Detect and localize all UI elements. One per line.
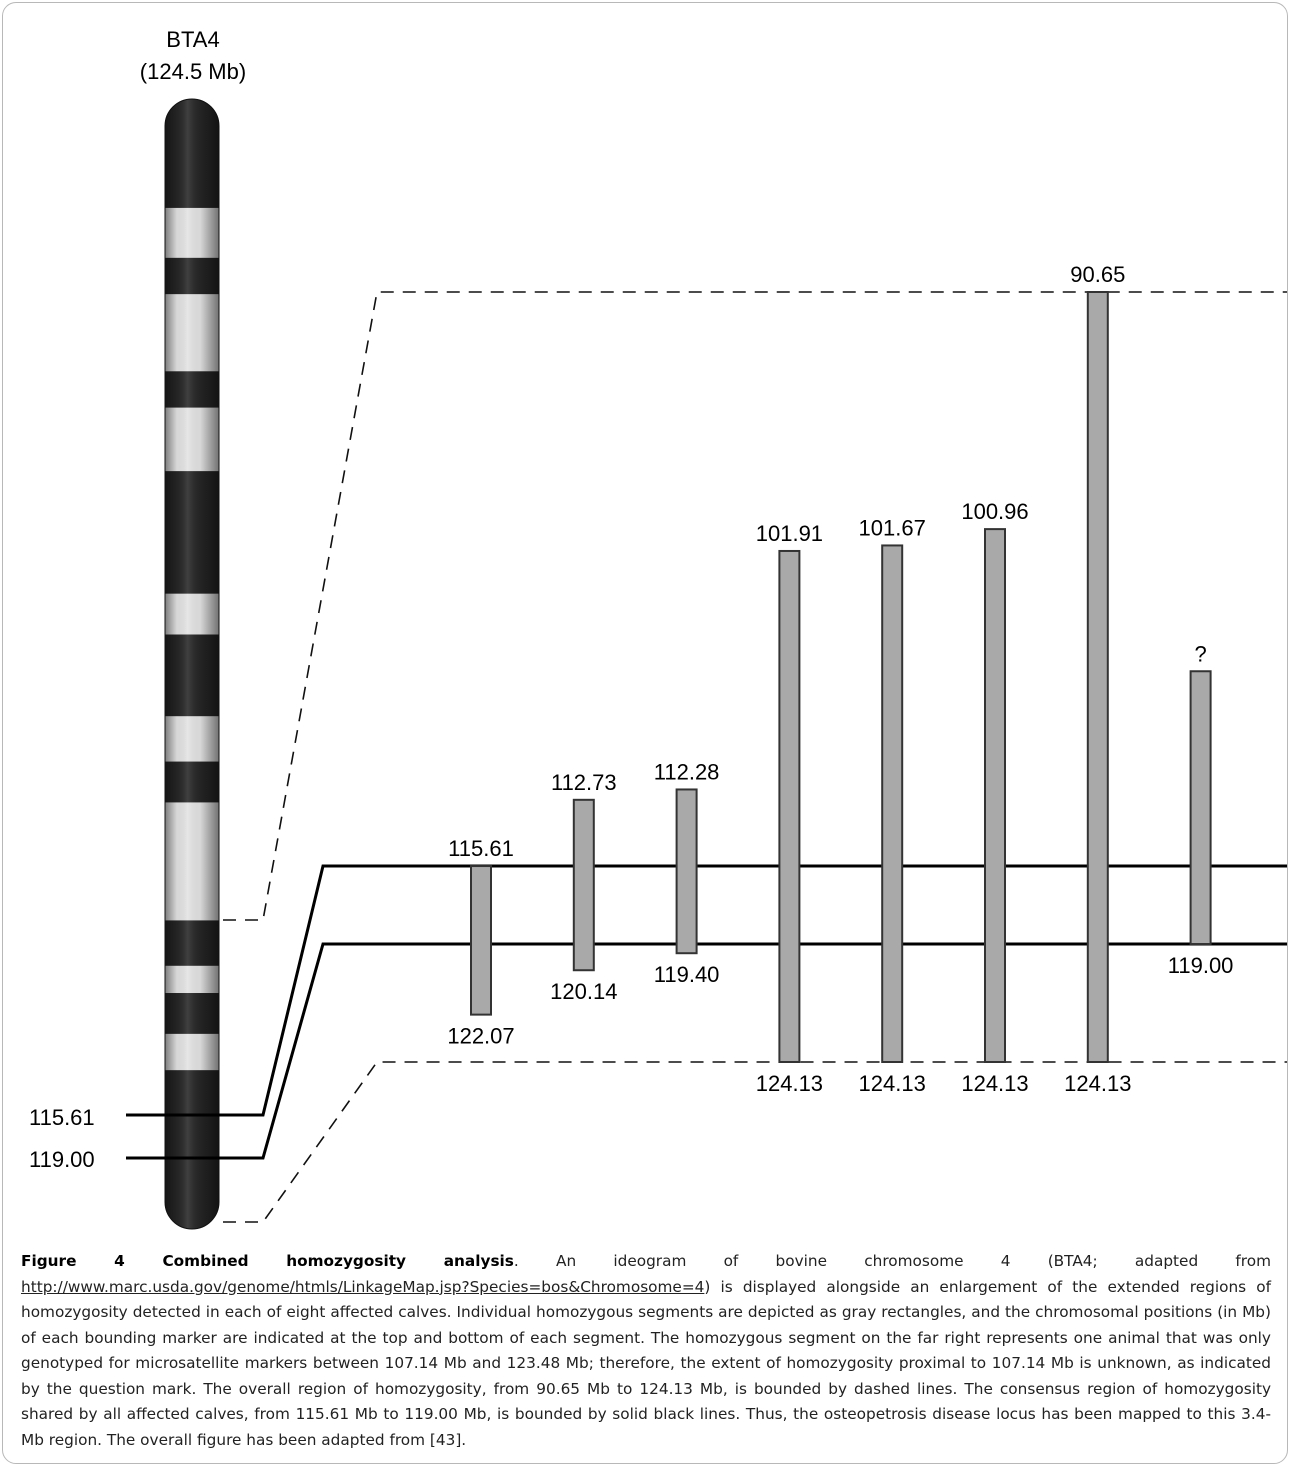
segment-bottom-label-6: 124.13: [961, 1071, 1028, 1096]
chromosome-ideogram: [164, 98, 220, 1230]
homozygous-segment-7: [1086, 291, 1109, 1063]
segment-bottom-label-7: 124.13: [1064, 1071, 1131, 1096]
figure-caption: Figure 4 Combined homozygosity analysis.…: [21, 1249, 1271, 1453]
caption-text-2: ) is displayed alongside an enlargement …: [21, 1277, 1271, 1449]
caption-title: Figure 4 Combined homozygosity analysis: [21, 1252, 514, 1270]
consensus-region-upper-line: [126, 864, 1287, 1117]
segment-top-label-2: 112.73: [551, 770, 617, 795]
chromosome-outline: [164, 98, 220, 1230]
consensus-upper-label: 115.61: [29, 1105, 95, 1130]
homozygous-segment-8: [1189, 670, 1212, 946]
homozygous-segment-1: [470, 865, 492, 1016]
segment-bottom-label-1: 122.07: [447, 1024, 514, 1049]
segment-bottom-label-8: 119.00: [1168, 953, 1234, 978]
overall-region-lower-line: [223, 1061, 1287, 1223]
consensus-region-lower-line: [126, 942, 1287, 1160]
segment-top-label-7: 90.65: [1070, 262, 1125, 287]
consensus-lower-label: 119.00: [29, 1147, 95, 1172]
caption-link[interactable]: http://www.marc.usda.gov/genome/htmls/Li…: [21, 1277, 705, 1296]
homozygosity-figure: BTA4 (124.5 Mb) 115.61 122.07 112.73 120.14…: [29, 27, 1287, 1230]
overall-region-upper-line: [223, 291, 1287, 921]
segment-top-label-8: ?: [1194, 641, 1206, 666]
homozygous-segment-6: [984, 528, 1006, 1063]
homozygous-segment-2: [572, 798, 595, 972]
segment-top-label-4: 101.91: [756, 521, 823, 546]
segment-bottom-label-4: 124.13: [756, 1071, 823, 1096]
segment-bottom-label-3: 119.40: [654, 962, 720, 987]
segment-bottom-label-2: 120.14: [550, 979, 617, 1004]
homozygous-segment-5: [881, 544, 904, 1063]
zoom-connector-lines: [126, 291, 1287, 1223]
homozygous-segment-4: [778, 549, 801, 1063]
segment-top-label-6: 100.96: [961, 499, 1028, 524]
chromosome-shading: [165, 99, 219, 1229]
chromosome-length: (124.5 Mb): [140, 59, 246, 84]
chromosome-name: BTA4: [166, 27, 219, 52]
caption-text-1: . An ideogram of bovine chromosome 4 (BT…: [513, 1252, 1271, 1270]
segment-top-label-5: 101.67: [859, 515, 926, 540]
homozygous-segment-3: [675, 788, 698, 955]
segment-top-label-3: 112.28: [654, 759, 720, 784]
homozygous-segments: 115.61 122.07 112.73 120.14 112.28 119.40 101.…: [447, 262, 1233, 1096]
segment-bottom-label-5: 124.13: [859, 1071, 926, 1096]
segment-top-label-1: 115.61: [448, 836, 514, 861]
